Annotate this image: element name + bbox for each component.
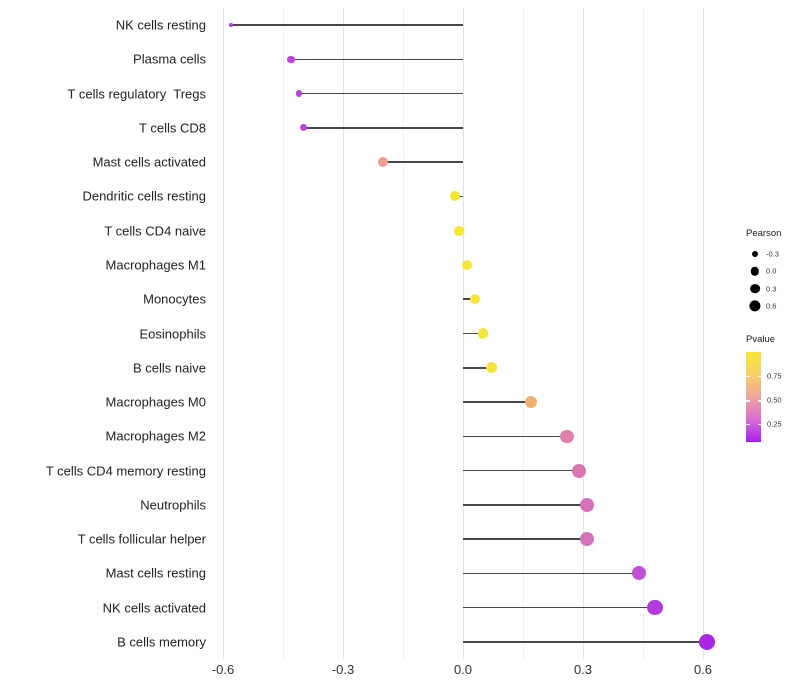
minor-gridline bbox=[642, 8, 644, 659]
lollipop-dot bbox=[477, 328, 489, 339]
pearson-legend-label: 0.6 bbox=[766, 301, 777, 311]
y-axis-label: B cells memory bbox=[117, 634, 206, 650]
colorbar-tick bbox=[757, 400, 761, 402]
y-axis-label: Mast cells activated bbox=[92, 154, 206, 170]
pearson-legend-dot bbox=[749, 300, 761, 312]
lollipop-dot bbox=[462, 259, 472, 270]
x-tick-label: 0.3 bbox=[573, 662, 593, 677]
lollipop-stick bbox=[463, 538, 587, 540]
x-tick-label: 0.0 bbox=[453, 662, 473, 677]
y-axis-label: Dendritic cells resting bbox=[82, 188, 206, 204]
colorbar-tick-label: 0.75 bbox=[767, 371, 782, 381]
y-axis-label: NK cells activated bbox=[102, 600, 206, 616]
minor-gridline bbox=[522, 8, 524, 659]
colorbar-tick-label: 0.50 bbox=[767, 395, 782, 405]
y-axis-label: T cells CD4 memory resting bbox=[45, 463, 206, 479]
lollipop-stick bbox=[463, 606, 655, 609]
x-tick-label: -0.6 bbox=[211, 662, 235, 677]
colorbar-tick bbox=[746, 376, 750, 378]
lollipop-stick bbox=[231, 24, 463, 26]
y-axis-label: NK cells resting bbox=[115, 17, 206, 33]
lollipop-stick bbox=[303, 127, 463, 129]
lollipop-dot bbox=[699, 633, 715, 650]
y-axis-label: Eosinophils bbox=[139, 326, 207, 341]
lollipop-dot bbox=[229, 23, 233, 27]
pearson-legend-dot bbox=[752, 251, 758, 257]
lollipop-dot bbox=[287, 55, 295, 63]
colorbar-tick-label: 0.25 bbox=[767, 419, 782, 429]
pearson-legend-items: -0.3 0.0 0.3 0.6 bbox=[746, 245, 800, 337]
lollipop-dot bbox=[295, 90, 303, 98]
major-gridline bbox=[222, 8, 224, 659]
x-tick-label: 0.6 bbox=[693, 662, 713, 677]
lollipop-dot bbox=[378, 157, 388, 168]
lollipop-stick bbox=[463, 332, 483, 335]
y-axis-label: Neutrophils bbox=[140, 497, 206, 513]
colorbar-tick bbox=[757, 376, 761, 378]
pvalue-legend-title: Pvalue bbox=[746, 334, 776, 345]
pearson-legend-label: 0.0 bbox=[766, 266, 777, 276]
lollipop-dot bbox=[632, 566, 646, 581]
pvalue-colorbar bbox=[746, 352, 761, 442]
y-axis-label: Macrophages M1 bbox=[105, 257, 206, 273]
y-axis-label: T cells CD8 bbox=[139, 120, 206, 136]
lollipop-stick bbox=[383, 161, 463, 163]
colorbar-tick bbox=[757, 424, 761, 426]
y-axis-label: Macrophages M0 bbox=[105, 394, 206, 410]
lollipop-stick bbox=[299, 92, 463, 95]
plot-panel bbox=[207, 8, 731, 659]
lollipop-stick bbox=[463, 572, 639, 575]
lollipop-stick bbox=[463, 435, 567, 438]
colorbar-wrap: 0.75 0.50 0.25 bbox=[746, 352, 800, 442]
lollipop-dot bbox=[450, 191, 460, 202]
lollipop-dot bbox=[560, 429, 574, 443]
lollipop-stick bbox=[463, 469, 579, 472]
lollipop-dot bbox=[580, 532, 594, 547]
lollipop-dot bbox=[469, 294, 481, 305]
y-axis-label: B cells naive bbox=[133, 360, 206, 376]
lollipop-dot bbox=[580, 497, 594, 512]
y-axis-label: Plasma cells bbox=[133, 51, 206, 67]
lollipop-dot bbox=[299, 124, 307, 132]
pvalue-color-legend: Pvalue 0.75 0.50 0.25 bbox=[746, 334, 800, 442]
lollipop-stick bbox=[463, 641, 707, 643]
minor-gridline bbox=[282, 8, 284, 659]
y-axis-label: Macrophages M2 bbox=[105, 428, 206, 444]
lollipop-dot bbox=[647, 600, 663, 616]
pearson-legend-label: 0.3 bbox=[766, 284, 777, 294]
lollipop-dot bbox=[525, 396, 537, 409]
pearson-legend-dot bbox=[750, 283, 760, 294]
lollipop-dot bbox=[572, 463, 586, 478]
y-axis-label: T cells regulatory Tregs bbox=[67, 86, 206, 102]
colorbar-tick bbox=[746, 400, 750, 402]
lollipop-stick bbox=[463, 504, 587, 506]
lollipop-dot bbox=[485, 362, 497, 374]
y-axis-label: Mast cells resting bbox=[105, 565, 206, 581]
major-gridline bbox=[702, 8, 704, 659]
pearson-legend-dot bbox=[750, 267, 760, 276]
x-tick-label: -0.3 bbox=[331, 662, 355, 677]
colorbar-tick bbox=[746, 424, 750, 426]
y-axis-label: T cells CD4 naive bbox=[104, 223, 206, 239]
major-gridline bbox=[342, 8, 344, 659]
lollipop-stick bbox=[463, 298, 475, 300]
lollipop-stick bbox=[291, 58, 463, 61]
y-axis-label: Monocytes bbox=[143, 291, 206, 307]
major-gridline bbox=[582, 8, 584, 659]
y-axis-label: T cells follicular helper bbox=[77, 531, 206, 547]
pearson-legend-title: Pearson bbox=[746, 228, 782, 239]
lollipop-stick bbox=[463, 367, 491, 369]
minor-gridline bbox=[402, 8, 404, 659]
pearson-size-legend: Pearson -0.3 0.0 0.3 0.6 bbox=[746, 228, 800, 337]
lollipop-stick bbox=[463, 401, 531, 403]
pearson-legend-label: -0.3 bbox=[766, 249, 779, 259]
lollipop-dot bbox=[454, 225, 464, 236]
